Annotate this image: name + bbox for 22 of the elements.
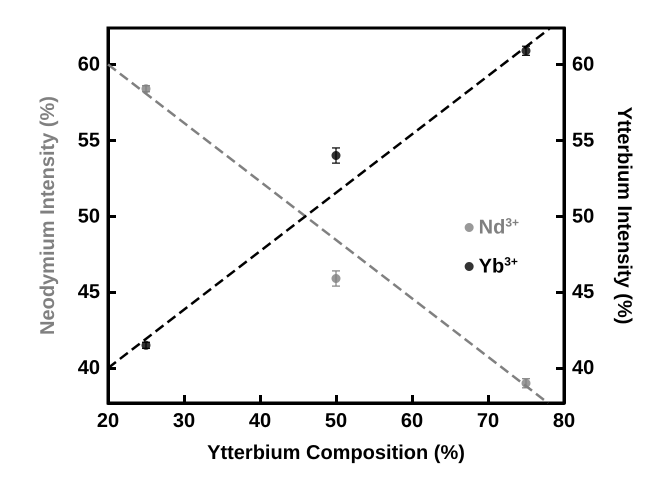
x-tick-label: 80: [552, 410, 576, 432]
x-tick-label: 30: [172, 410, 196, 432]
x-tick-label: 60: [400, 410, 424, 432]
y-tick-label: 45: [78, 281, 100, 304]
y2-tick-label: 50: [572, 205, 594, 228]
y2-tick-label: 60: [572, 53, 594, 76]
x-axis-title: Ytterbium Composition (%): [207, 442, 465, 464]
x-tick-label: 20: [96, 410, 120, 432]
y-axis-title: Neodymium Intensity (%): [37, 96, 59, 335]
y2-tick-label: 55: [572, 129, 594, 152]
point: [332, 274, 340, 284]
y-tick-label: 40: [78, 357, 100, 380]
y2-axis-title: Ytterbium Intensity (%): [613, 106, 635, 324]
y-tick-label: 60: [78, 53, 100, 76]
x-tick-label: 40: [248, 410, 272, 432]
point: [332, 151, 340, 160]
y-tick-label: 55: [78, 129, 100, 152]
y2-tick-label: 45: [572, 281, 594, 304]
x-tick-label: 70: [476, 410, 500, 432]
y-tick-label: 50: [78, 205, 100, 228]
x-tick-label: 50: [324, 410, 348, 432]
y2-tick-label: 40: [572, 357, 594, 380]
